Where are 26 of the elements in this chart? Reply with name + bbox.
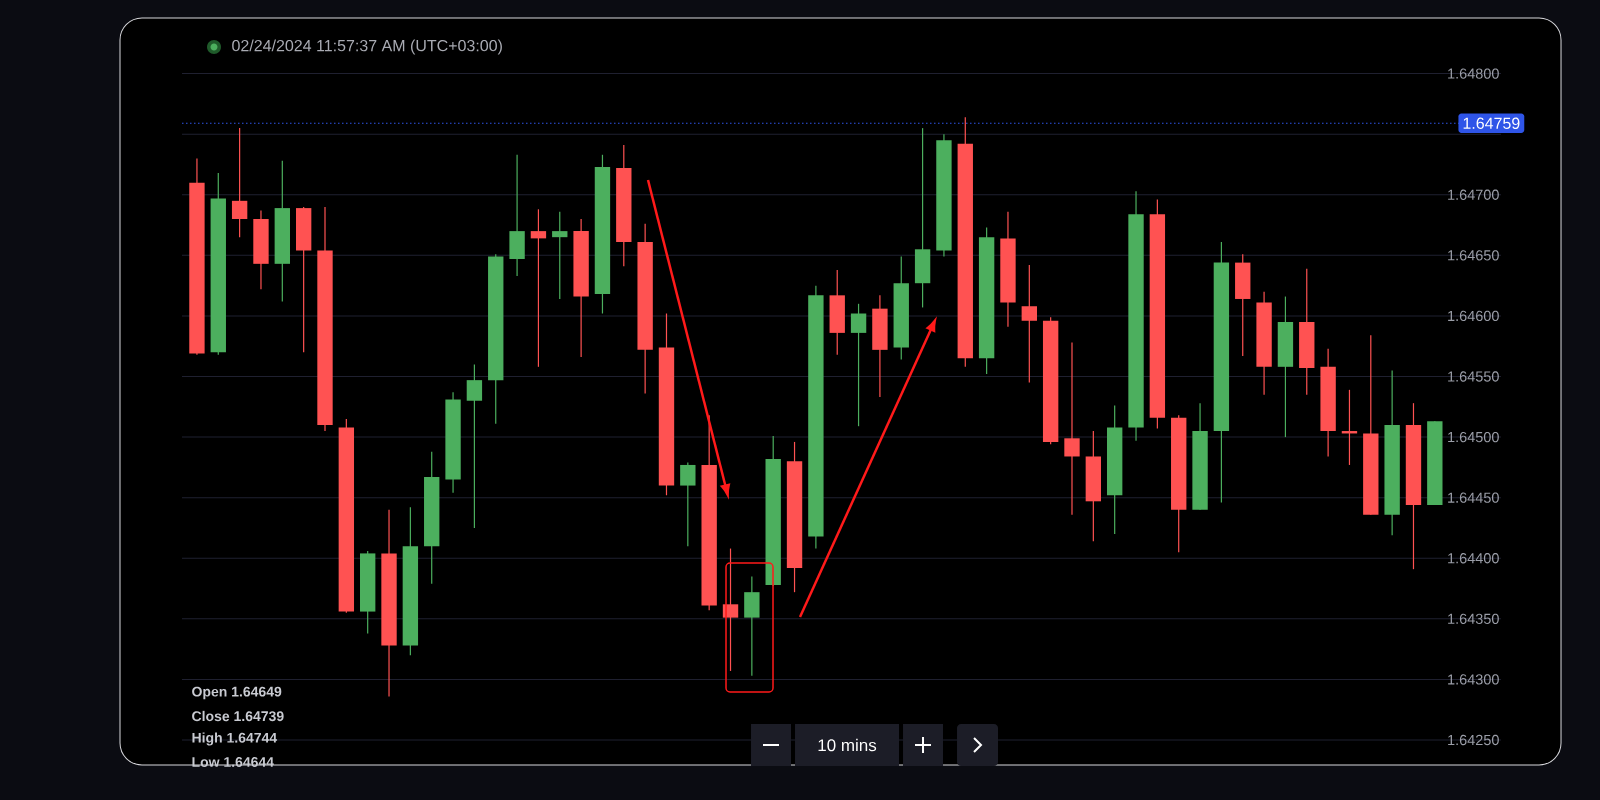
annotation: Close 1.64739	[192, 710, 284, 722]
annotation: High 1.64744	[192, 732, 278, 746]
candlestick	[231, 127, 248, 238]
y-tick-label: 1.64600	[1448, 310, 1499, 322]
candlestick	[680, 461, 696, 547]
text: Low 1.64644	[192, 757, 274, 767]
y-tick-label: 1.64700	[1448, 189, 1499, 200]
y-tick-label: 1.64300	[1448, 674, 1499, 685]
candlestick	[530, 208, 547, 368]
annotation: Open 1.64649	[192, 686, 282, 700]
y-tick-label: 1.64800	[1448, 68, 1499, 79]
candlestick	[850, 303, 867, 427]
y-tick-label: 1.64550	[1448, 371, 1499, 382]
ref-line-label: 1.64759	[1463, 117, 1520, 129]
y-tick-label: 1.64650	[1448, 250, 1499, 261]
y-tick-label: 1.64250	[1448, 734, 1499, 746]
text: 02/24/2024 11:57:37 AM (UTC+03:00)	[232, 39, 502, 55]
annotation: 10 mins	[818, 738, 877, 752]
candlestick	[1064, 341, 1080, 516]
candlestick	[466, 363, 483, 529]
y-tick-label: 1.64350	[1448, 613, 1499, 624]
y-tick-label: 1.64450	[1448, 492, 1499, 503]
candlestick	[1021, 264, 1037, 384]
y-tick-label: 1.64400	[1448, 553, 1499, 564]
y-tick-label: 1.64500	[1448, 431, 1499, 443]
candlestick	[552, 211, 568, 300]
